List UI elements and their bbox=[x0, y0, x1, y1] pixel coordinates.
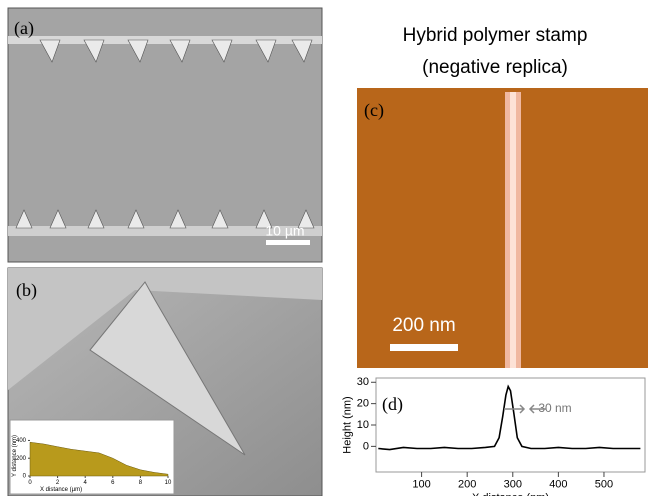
x-tick-label: 400 bbox=[549, 479, 567, 491]
panel-label: (c) bbox=[364, 100, 384, 121]
scale-label: 10 µm bbox=[265, 223, 304, 239]
x-tick-label: 300 bbox=[504, 479, 522, 491]
x-axis-label: X distance (nm) bbox=[472, 492, 549, 496]
x-tick-label: 500 bbox=[595, 479, 613, 491]
y-axis-label: Y distance (nm) bbox=[12, 435, 18, 477]
x-tick-label: 200 bbox=[458, 479, 476, 491]
panel-label: (d) bbox=[382, 394, 403, 415]
title: (negative replica) bbox=[422, 57, 568, 78]
scale-label: 200 nm bbox=[392, 315, 455, 336]
x-axis-label: X distance (µm) bbox=[40, 487, 82, 493]
x-tick-label: 10 bbox=[165, 480, 172, 486]
title: Hybrid polymer stamp bbox=[403, 25, 588, 46]
scale-bar bbox=[266, 240, 310, 245]
scale-bar bbox=[390, 344, 458, 351]
y-tick-label: 20 bbox=[357, 398, 369, 410]
annotation: 30 nm bbox=[538, 401, 571, 415]
line-feature bbox=[510, 92, 516, 368]
panel-label: (a) bbox=[14, 18, 34, 39]
y-tick-label: 0 bbox=[363, 440, 369, 452]
y-tick-label: 30 bbox=[357, 376, 369, 388]
panel-label: (b) bbox=[16, 280, 37, 301]
x-tick-label: 100 bbox=[412, 479, 430, 491]
y-axis-label: Height (nm) bbox=[341, 396, 353, 453]
figure: 10 µm (a) (b) Hybrid polymer stamp (nega… bbox=[0, 0, 652, 496]
y-tick-label: 10 bbox=[357, 419, 369, 431]
